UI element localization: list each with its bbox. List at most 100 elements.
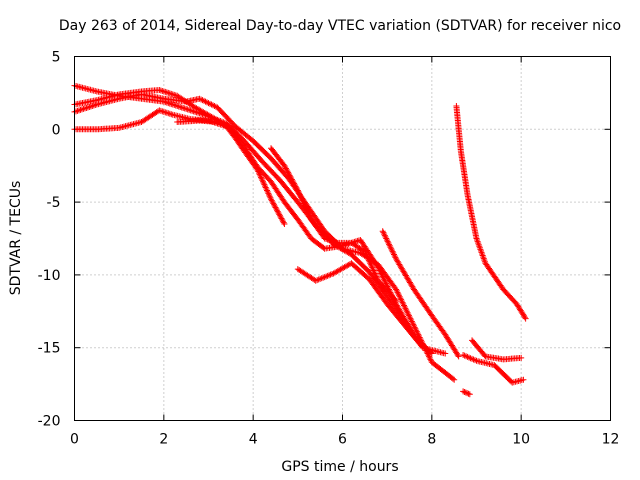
data-point (318, 275, 325, 282)
data-point (410, 322, 417, 329)
data-point (393, 286, 400, 293)
data-point (298, 194, 305, 201)
data-point (386, 242, 393, 249)
data-point (302, 204, 309, 211)
data-point (289, 177, 296, 184)
data-point (383, 236, 390, 243)
data-point (403, 306, 410, 313)
data-point (327, 271, 334, 278)
data-point (388, 245, 395, 252)
data-point (208, 101, 215, 108)
data-point (294, 187, 301, 194)
series-arc4 (71, 107, 288, 227)
data-point (469, 355, 476, 362)
data-point (281, 162, 288, 169)
data-point (400, 302, 407, 309)
data-point (442, 350, 449, 357)
data-point (395, 290, 402, 297)
data-point (361, 248, 368, 255)
data-point (259, 178, 266, 185)
data-point (400, 301, 407, 308)
data-point (265, 190, 272, 197)
data-point (300, 200, 307, 207)
data-point (462, 389, 469, 396)
data-point (285, 170, 292, 177)
data-point (381, 232, 388, 239)
data-point (297, 193, 304, 200)
data-point (276, 211, 283, 218)
data-point (369, 264, 376, 271)
data-point (410, 321, 417, 328)
data-point (269, 198, 276, 205)
data-point (382, 279, 389, 286)
data-point (413, 327, 420, 334)
x-axis-label: GPS time / hours (281, 459, 398, 475)
data-point (283, 166, 290, 173)
data-point (518, 354, 525, 361)
data-point (260, 180, 267, 187)
data-point (415, 331, 422, 338)
y-tick-label: -15 (38, 341, 61, 357)
data-point (472, 357, 479, 364)
data-point (405, 311, 412, 318)
data-point (370, 267, 377, 274)
data-point (522, 315, 529, 322)
data-point (382, 234, 389, 241)
data-point (281, 220, 288, 227)
data-point (272, 204, 279, 211)
data-point (303, 206, 310, 213)
data-point (521, 314, 528, 321)
series-arc6 (268, 145, 400, 305)
data-point (258, 175, 265, 182)
x-tick-label: 6 (338, 432, 347, 448)
data-point (423, 347, 430, 354)
data-point (461, 388, 468, 395)
series-arc11 (460, 351, 527, 386)
x-tick-label: 4 (249, 432, 258, 448)
data-point (298, 196, 305, 203)
data-point (201, 97, 208, 104)
data-point (266, 191, 273, 198)
data-point (397, 295, 404, 302)
data-point (321, 274, 328, 281)
data-point (391, 252, 398, 259)
data-point (288, 175, 295, 182)
data-point (267, 194, 274, 201)
y-tick-label: 5 (52, 50, 61, 66)
data-point (323, 273, 330, 280)
data-point (324, 272, 331, 279)
data-point (371, 268, 378, 275)
data-point (426, 354, 433, 361)
data-point (481, 352, 488, 359)
data-point (273, 205, 280, 212)
data-point (419, 344, 426, 351)
data-point (408, 317, 415, 324)
data-point (268, 197, 275, 204)
data-point (387, 244, 394, 251)
data-point (202, 98, 209, 105)
data-point (455, 353, 462, 360)
data-point (379, 228, 386, 235)
data-points (71, 82, 529, 398)
data-point (412, 325, 419, 332)
data-point (390, 250, 397, 257)
data-point (461, 352, 468, 359)
data-point (418, 343, 425, 350)
data-point (302, 203, 309, 210)
data-point (304, 207, 311, 214)
x-tick-label: 12 (602, 432, 620, 448)
data-point (403, 308, 410, 315)
data-point (401, 303, 408, 310)
data-point (277, 214, 284, 221)
data-point (388, 247, 395, 254)
data-point (460, 388, 467, 395)
data-point (451, 376, 458, 383)
data-point (408, 318, 415, 325)
data-point (466, 354, 473, 361)
data-point (282, 165, 289, 172)
data-point (261, 181, 268, 188)
data-point (392, 296, 399, 303)
plot-frame (74, 56, 611, 421)
data-point (263, 185, 270, 192)
data-point (198, 96, 205, 103)
